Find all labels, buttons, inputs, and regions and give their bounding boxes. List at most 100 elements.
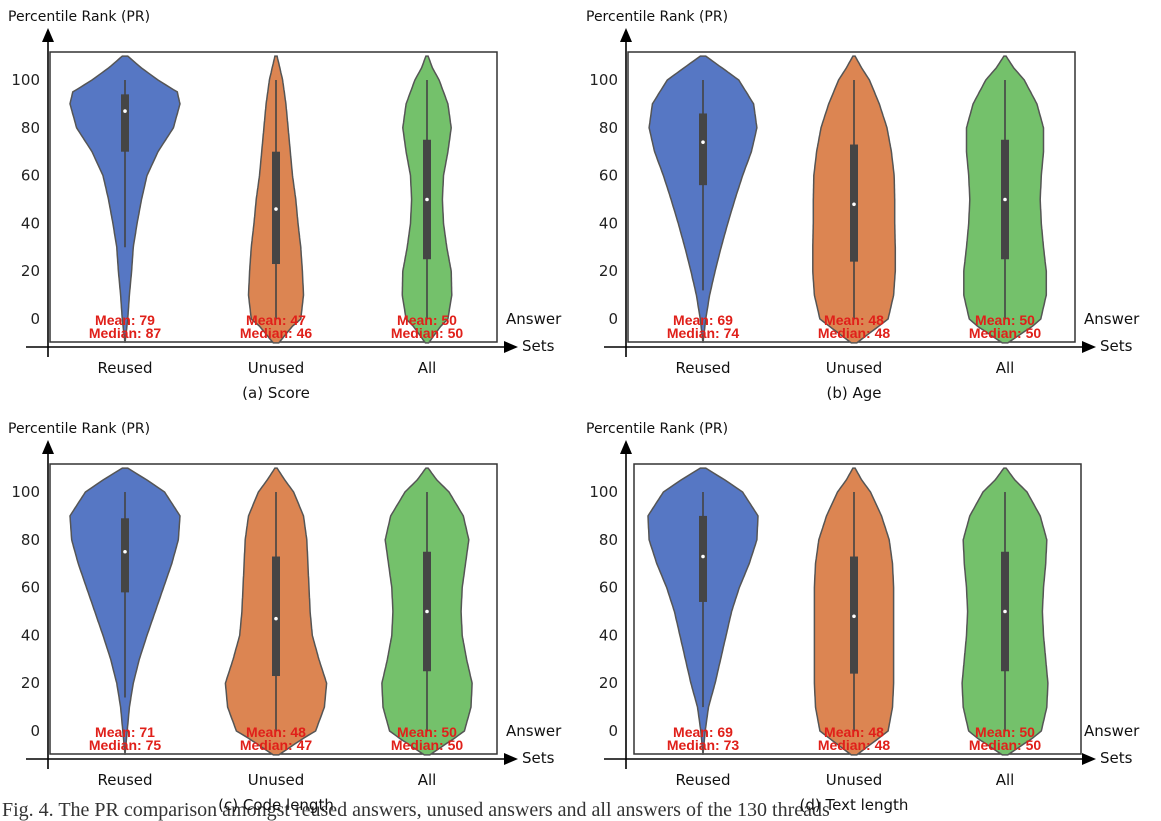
y-tick-label: 40 xyxy=(21,214,40,232)
x-category-label: Reused xyxy=(675,359,730,377)
y-tick-label: 100 xyxy=(11,483,40,501)
median-label: Median: 50 xyxy=(969,737,1042,753)
x-axis-arrowhead xyxy=(1082,341,1096,353)
mean-label: Mean: 50 xyxy=(397,724,457,740)
mean-label: Mean: 47 xyxy=(246,312,306,328)
y-tick-label: 100 xyxy=(589,71,618,89)
y-axis-label: Percentile Rank (PR) xyxy=(586,9,728,25)
mean-label: Mean: 69 xyxy=(673,312,733,328)
x-category-label: Unused xyxy=(826,771,883,789)
median-label: Median: 50 xyxy=(391,737,464,753)
y-tick-label: 20 xyxy=(21,674,40,692)
y-tick-label: 0 xyxy=(608,722,618,740)
mean-label: Mean: 48 xyxy=(824,312,884,328)
y-tick-label: 20 xyxy=(599,262,618,280)
x-category-label: Reused xyxy=(675,771,730,789)
violin-median-point xyxy=(701,140,705,144)
x-axis-label: Answer xyxy=(506,310,562,328)
y-axis-arrowhead xyxy=(42,440,54,454)
y-tick-label: 100 xyxy=(11,71,40,89)
median-label: Median: 48 xyxy=(818,737,891,753)
median-label: Median: 75 xyxy=(89,737,162,753)
y-tick-label: 60 xyxy=(21,579,40,597)
median-label: Median: 46 xyxy=(240,325,313,341)
x-axis-label: Sets xyxy=(1100,749,1133,767)
x-axis-label: Sets xyxy=(522,337,555,355)
x-category-label: Unused xyxy=(826,359,883,377)
median-label: Median: 50 xyxy=(391,325,464,341)
chart-panel-1: Percentile Rank (PR) 0 20 40 60 80 100 Mean: 79… xyxy=(8,9,562,402)
violin-median-point xyxy=(123,549,127,554)
mean-label: Mean: 79 xyxy=(95,312,155,328)
y-tick-label: 20 xyxy=(21,262,40,280)
y-tick-label: 60 xyxy=(21,167,40,185)
violin-median-point xyxy=(274,616,278,621)
y-axis-arrowhead xyxy=(620,440,632,454)
y-axis-label: Percentile Rank (PR) xyxy=(586,421,728,437)
mean-label: Mean: 71 xyxy=(95,724,155,740)
mean-label: Mean: 50 xyxy=(397,312,457,328)
mean-label: Mean: 48 xyxy=(246,724,306,740)
y-axis-label: Percentile Rank (PR) xyxy=(8,421,150,437)
median-label: Median: 87 xyxy=(89,325,162,341)
violin-median-point xyxy=(1003,197,1007,202)
y-axis-label: Percentile Rank (PR) xyxy=(8,9,150,25)
y-tick-label: 80 xyxy=(599,531,618,549)
panel-subtitle: (a) Score xyxy=(242,384,310,402)
y-tick-label: 60 xyxy=(599,579,618,597)
x-axis-label: Answer xyxy=(506,722,562,740)
median-label: Median: 74 xyxy=(667,325,740,341)
y-tick-label: 80 xyxy=(21,119,40,137)
mean-label: Mean: 48 xyxy=(824,724,884,740)
violin-iqr-box xyxy=(272,556,280,677)
y-tick-label: 60 xyxy=(599,167,618,185)
x-axis-arrowhead xyxy=(1082,753,1096,765)
x-category-label: Reused xyxy=(97,771,152,789)
y-tick-label: 0 xyxy=(30,310,40,328)
violin-median-point xyxy=(425,197,429,202)
x-category-label: All xyxy=(996,771,1015,789)
mean-label: Mean: 50 xyxy=(975,724,1035,740)
x-axis-arrowhead xyxy=(504,341,518,353)
panel-subtitle: (b) Age xyxy=(826,384,881,402)
y-tick-label: 100 xyxy=(589,483,618,501)
y-tick-label: 40 xyxy=(599,626,618,644)
median-label: Median: 48 xyxy=(818,325,891,341)
x-axis-arrowhead xyxy=(504,753,518,765)
x-category-label: All xyxy=(418,771,437,789)
y-tick-label: 40 xyxy=(21,626,40,644)
chart-panel-4: Percentile Rank (PR) 0 20 40 60 80 100 Mean: 69… xyxy=(586,421,1140,814)
median-label: Median: 73 xyxy=(667,737,740,753)
y-tick-label: 40 xyxy=(599,214,618,232)
x-category-label: Unused xyxy=(248,359,305,377)
y-tick-label: 20 xyxy=(599,674,618,692)
x-category-label: Reused xyxy=(97,359,152,377)
violin-median-point xyxy=(852,202,856,207)
mean-label: Mean: 69 xyxy=(673,724,733,740)
violin-median-point xyxy=(852,614,856,619)
y-tick-label: 80 xyxy=(599,119,618,137)
panel-subtitle: (c) Code length xyxy=(218,796,334,814)
violin-iqr-box xyxy=(121,518,129,593)
x-axis-label: Sets xyxy=(1100,337,1133,355)
violin-iqr-box xyxy=(699,113,707,186)
violin-median-point xyxy=(123,109,127,113)
x-category-label: All xyxy=(418,359,437,377)
violin-median-point xyxy=(1003,609,1007,614)
x-axis-label: Answer xyxy=(1084,310,1140,328)
y-tick-label: 0 xyxy=(30,722,40,740)
violin-iqr-box xyxy=(699,515,707,602)
y-axis-arrowhead xyxy=(42,28,54,42)
y-tick-label: 80 xyxy=(21,531,40,549)
chart-panel-3: Percentile Rank (PR) 0 20 40 60 80 100 Mean: 71… xyxy=(8,421,562,814)
panel-subtitle: (d) Text length xyxy=(800,796,909,814)
y-tick-label: 0 xyxy=(608,310,618,328)
chart-panel-2: Percentile Rank (PR) 0 20 40 60 80 100 Mean: 69… xyxy=(586,9,1140,402)
mean-label: Mean: 50 xyxy=(975,312,1035,328)
violin-median-point xyxy=(701,554,705,559)
y-axis-arrowhead xyxy=(620,28,632,42)
violin-median-point xyxy=(274,207,278,211)
x-category-label: All xyxy=(996,359,1015,377)
median-label: Median: 47 xyxy=(240,737,313,753)
